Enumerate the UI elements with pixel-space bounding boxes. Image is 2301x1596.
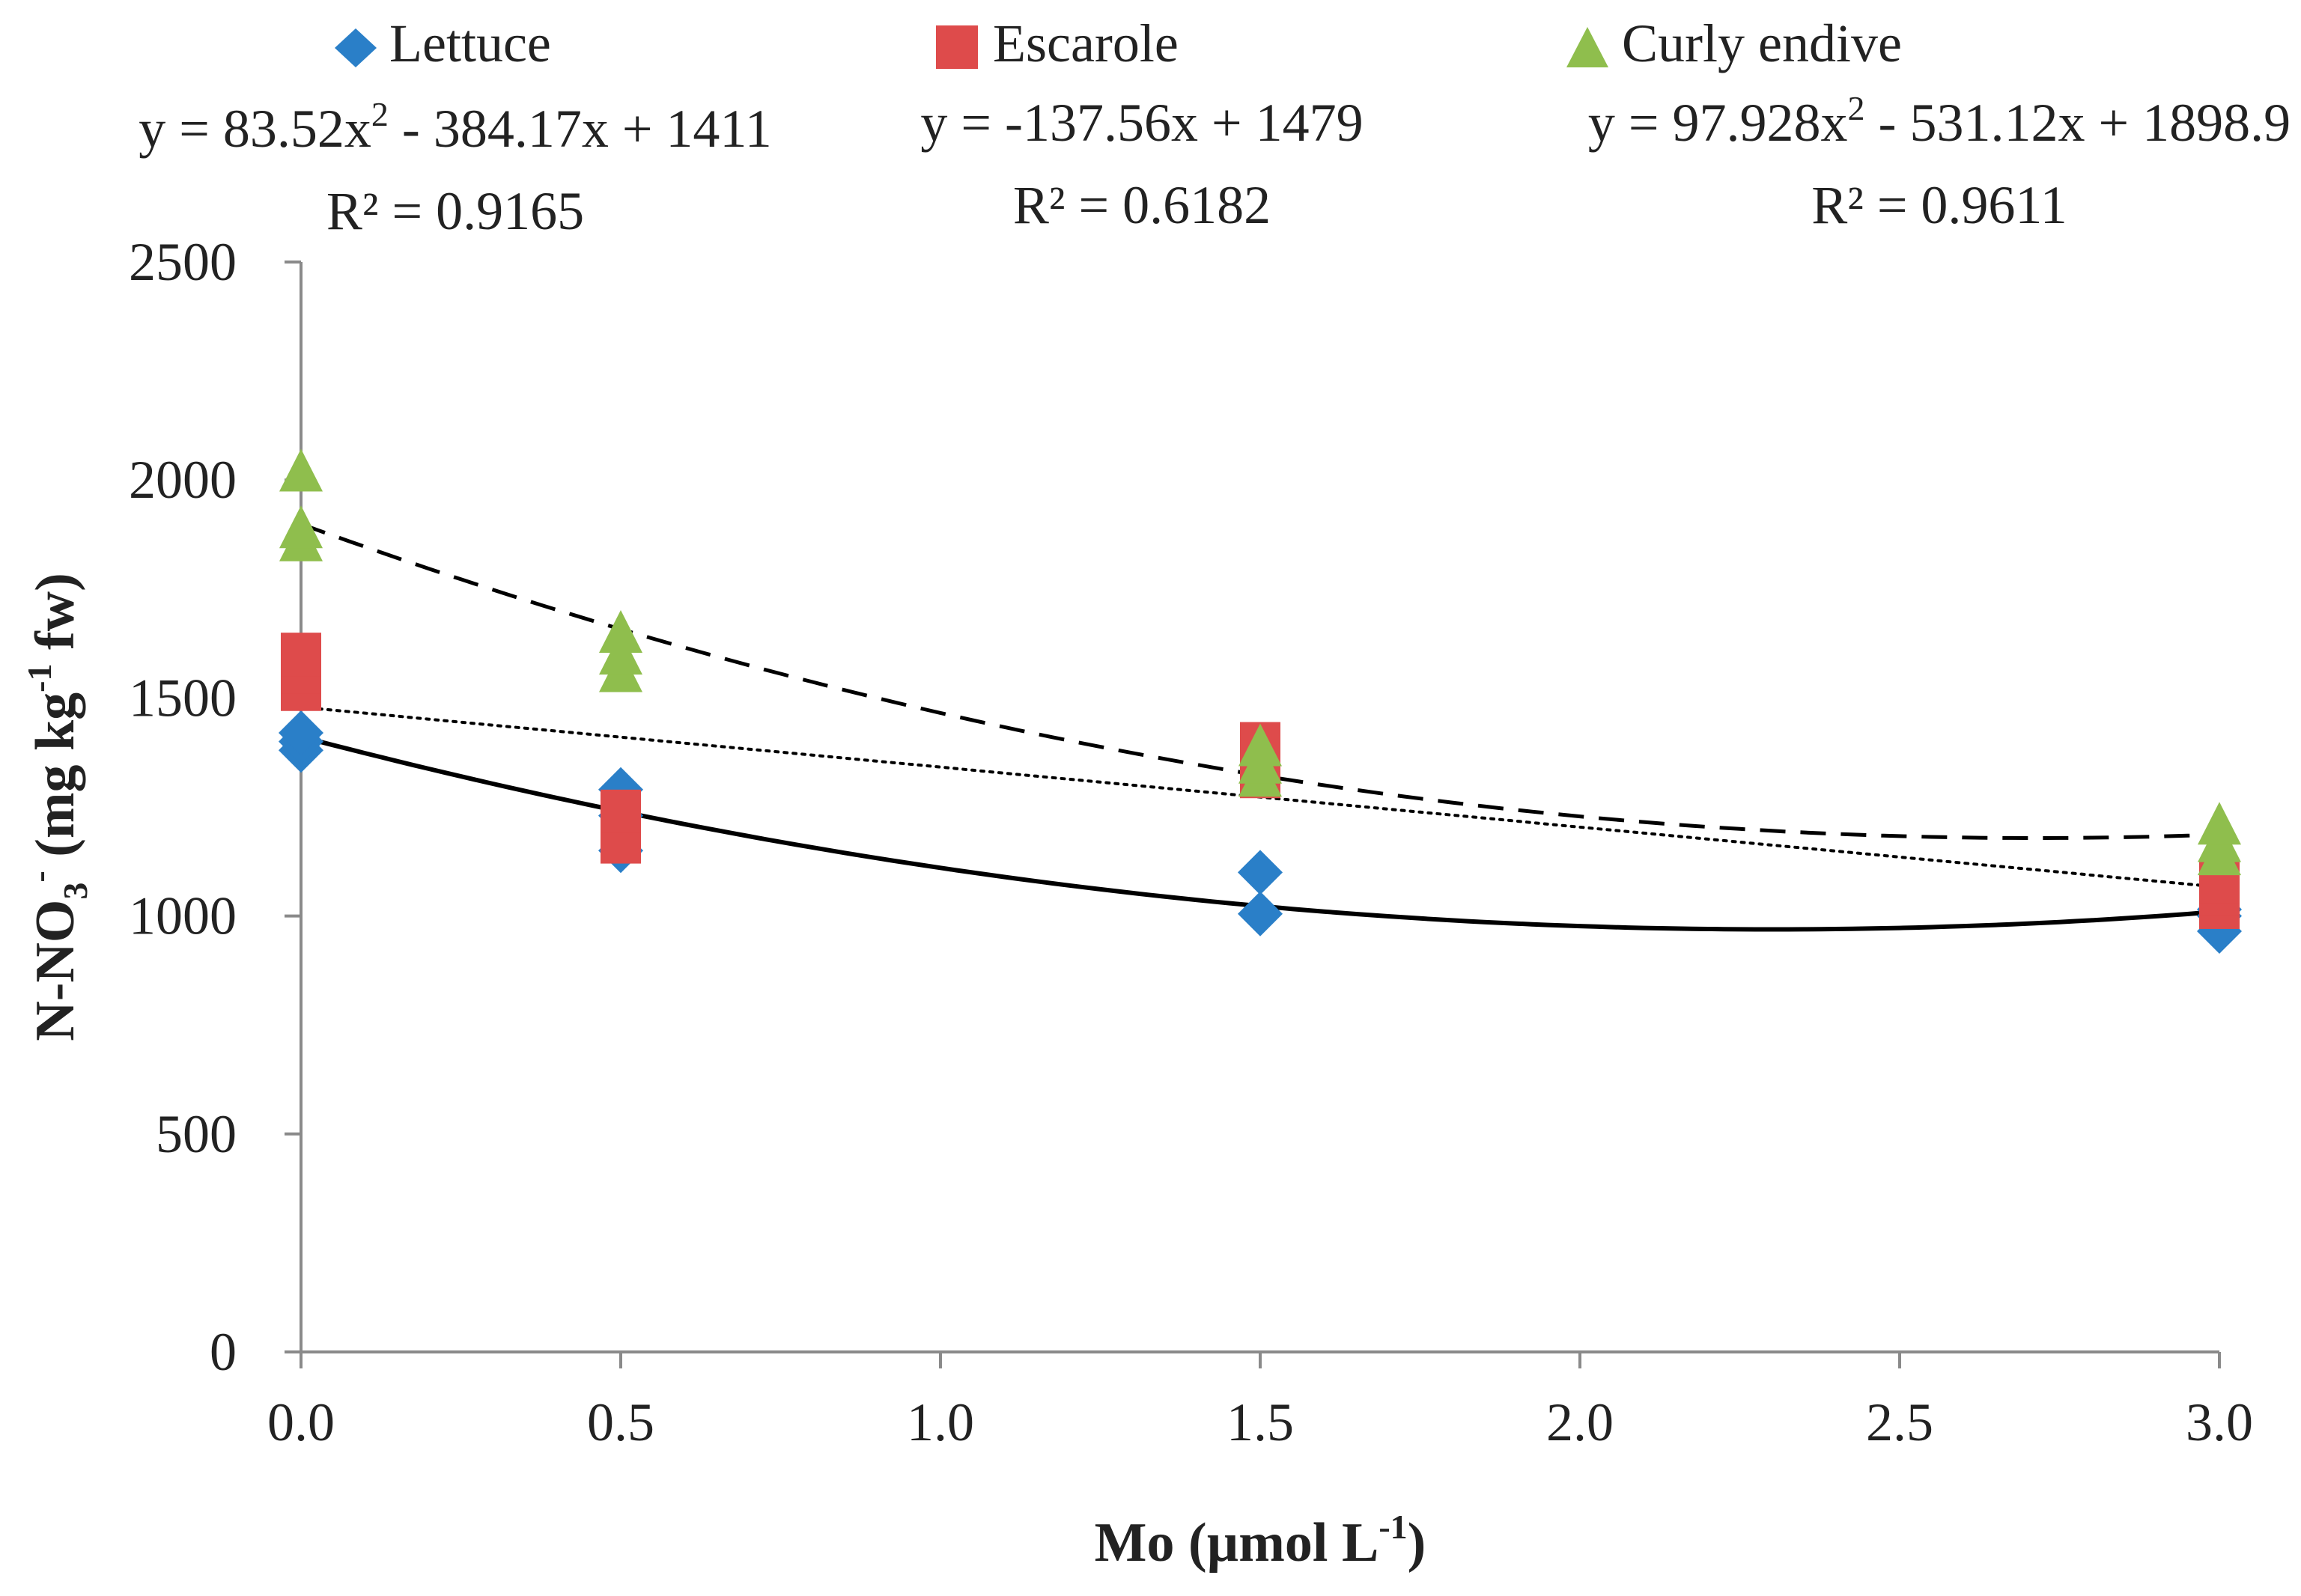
- point-curly-endive[interactable]: [599, 632, 642, 675]
- x-tick-label: 2.0: [1546, 1392, 1614, 1452]
- legend: Lettuce Escarole Curly endive: [335, 13, 1902, 73]
- legend-marker-diamond: [335, 28, 377, 67]
- x-tick-label: 3.0: [2186, 1392, 2253, 1452]
- legend-label-lettuce: Lettuce: [389, 13, 551, 73]
- r2-curly-endive: R² = 0.9611: [1811, 175, 2067, 235]
- y-tick-label: 2000: [129, 450, 237, 510]
- point-curly-endive[interactable]: [279, 448, 323, 492]
- point-lettuce[interactable]: [1238, 850, 1283, 895]
- y-ticks: 0 500 1000 1500 2000 2500: [129, 232, 301, 1382]
- x-tick-label: 1.5: [1227, 1392, 1294, 1452]
- point-escarole[interactable]: [281, 633, 321, 677]
- equation-curly-endive: y = 97.928x2 - 531.12x + 1898.9: [1588, 89, 2291, 153]
- point-lettuce[interactable]: [279, 710, 323, 755]
- y-tick-label: 500: [156, 1104, 237, 1164]
- y-tick-label: 0: [210, 1322, 237, 1382]
- legend-label-escarole: Escarole: [993, 13, 1179, 73]
- data-points: [279, 448, 2242, 954]
- point-lettuce[interactable]: [1238, 891, 1283, 936]
- x-tick-label: 0.5: [587, 1392, 654, 1452]
- legend-item-curly-endive[interactable]: Curly endive: [1566, 13, 1902, 73]
- legend-item-lettuce[interactable]: Lettuce: [335, 13, 551, 73]
- x-ticks: 0.0 0.5 1.0 1.5 2.0 2.5 3.0: [267, 1352, 2253, 1452]
- x-axis-title: Mo (µmol L-1): [1095, 1508, 1426, 1574]
- x-tick-label: 1.0: [907, 1392, 974, 1452]
- equation-escarole: y = -137.56x + 1479: [920, 93, 1363, 153]
- legend-item-escarole[interactable]: Escarole: [936, 13, 1179, 73]
- point-curly-endive[interactable]: [279, 505, 323, 549]
- y-axis-title: N-NO3- (mg kg-1 fw): [20, 573, 94, 1041]
- r2-escarole: R² = 0.6182: [1013, 175, 1271, 235]
- point-curly-endive[interactable]: [2198, 802, 2241, 845]
- point-curly-endive[interactable]: [599, 610, 642, 654]
- y-tick-label: 2500: [129, 232, 237, 292]
- y-tick-label: 1500: [129, 668, 237, 728]
- x-tick-label: 0.0: [267, 1392, 335, 1452]
- x-tick-label: 2.5: [1866, 1392, 1933, 1452]
- legend-marker-triangle: [1566, 27, 1608, 67]
- axes: 0 500 1000 1500 2000 2500 0.0 0.5 1.0 1.5 2.0 2.5 3…: [129, 232, 2253, 1452]
- equation-lettuce: y = 83.52x2 - 384.17x + 1411: [139, 95, 772, 159]
- point-curly-endive[interactable]: [1238, 723, 1282, 767]
- legend-marker-square: [936, 25, 978, 69]
- y-tick-label: 1000: [129, 886, 237, 946]
- point-escarole[interactable]: [601, 789, 641, 833]
- r2-lettuce: R² = 0.9165: [326, 181, 584, 241]
- trend-equations: y = 83.52x2 - 384.17x + 1411 R² = 0.9165…: [139, 89, 2291, 241]
- legend-label-curly-endive: Curly endive: [1622, 13, 1902, 73]
